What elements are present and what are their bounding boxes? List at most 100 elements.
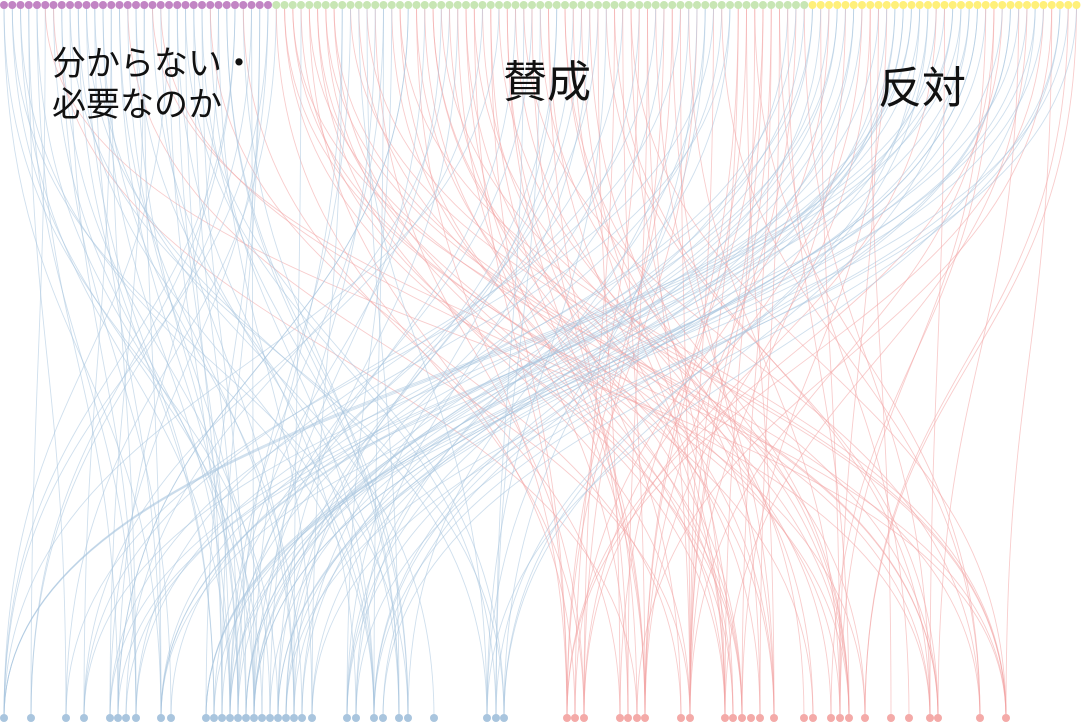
bottom-node-blue xyxy=(234,714,242,722)
bottom-node-red xyxy=(616,714,624,722)
top-node-agree xyxy=(363,1,371,9)
flow-link xyxy=(373,4,888,719)
top-node-agree xyxy=(742,1,751,9)
flow-link xyxy=(399,4,1007,719)
flow-link xyxy=(20,4,231,719)
bottom-node-red xyxy=(861,714,869,722)
top-node-unknown xyxy=(8,1,17,9)
flow-link xyxy=(583,4,937,719)
flow-link xyxy=(432,4,850,719)
top-node-unknown xyxy=(41,1,50,9)
flow-link xyxy=(399,4,726,719)
flow-link xyxy=(346,4,393,719)
top-node-unknown xyxy=(148,1,157,9)
flow-link xyxy=(77,4,375,719)
flow-link xyxy=(277,4,459,719)
bottom-node-blue xyxy=(395,714,403,722)
bottom-node-blue xyxy=(404,714,412,722)
top-node-agree xyxy=(668,1,677,9)
bottom-node-blue xyxy=(266,714,274,722)
flow-link xyxy=(416,4,568,719)
flow-link xyxy=(127,4,255,719)
flow-link xyxy=(285,4,896,719)
top-node-agree xyxy=(709,1,718,9)
top-node-agree xyxy=(272,1,281,9)
flow-link xyxy=(486,4,706,719)
bottom-node-blue xyxy=(258,714,266,722)
flow-link xyxy=(317,4,814,719)
top-node-agree xyxy=(404,1,413,9)
flow-link xyxy=(503,4,962,719)
bottom-node-red xyxy=(926,714,934,722)
bottom-node-blue xyxy=(167,714,175,722)
flow-link xyxy=(229,4,937,719)
top-node-oppose xyxy=(957,1,965,9)
top-node-oppose xyxy=(882,1,891,9)
flow-link xyxy=(759,4,780,719)
bottom-node-blue xyxy=(114,714,122,722)
top-node-agree xyxy=(437,1,446,9)
top-node-unknown xyxy=(123,1,132,9)
flow-link xyxy=(3,4,170,719)
top-node-unknown xyxy=(156,1,165,9)
flow-link xyxy=(86,4,215,719)
flow-link xyxy=(193,4,239,719)
flow-link xyxy=(205,4,1044,719)
top-node-oppose xyxy=(973,1,982,9)
bottom-node-blue xyxy=(80,714,88,722)
flow-link xyxy=(325,4,734,719)
bottom-node-red xyxy=(934,714,942,722)
flow-link xyxy=(614,4,931,719)
top-node-unknown xyxy=(0,1,8,9)
top-node-unknown xyxy=(264,1,272,9)
top-node-unknown xyxy=(222,1,231,9)
top-node-agree xyxy=(684,1,693,9)
top-node-agree xyxy=(544,1,553,9)
top-node-unknown xyxy=(198,1,206,9)
bottom-node-blue xyxy=(210,714,218,722)
flow-link xyxy=(44,4,1007,719)
top-node-agree xyxy=(643,1,652,9)
flow-link xyxy=(65,4,277,719)
flow-link xyxy=(185,4,497,719)
top-node-unknown xyxy=(66,1,74,9)
top-node-agree xyxy=(396,1,404,9)
flow-link xyxy=(221,4,723,719)
flow-link xyxy=(741,4,772,719)
top-node-oppose xyxy=(924,1,932,9)
flow-link xyxy=(117,4,1020,719)
bottom-node-blue xyxy=(370,714,378,722)
flow-link xyxy=(440,4,939,719)
top-node-agree xyxy=(594,1,602,9)
bottom-node-red xyxy=(571,714,579,722)
flow-link xyxy=(285,4,1077,719)
flow-link xyxy=(83,4,912,719)
flow-link xyxy=(28,4,67,719)
top-node-agree xyxy=(495,1,503,9)
flow-link xyxy=(109,4,970,719)
flow-link xyxy=(407,4,690,719)
flow-link xyxy=(253,4,846,719)
flow-link xyxy=(160,4,1036,719)
top-node-unknown xyxy=(33,1,41,9)
bottom-node-red xyxy=(633,714,641,722)
top-node-agree xyxy=(561,1,569,9)
flow-link xyxy=(566,4,1044,719)
bottom-node-blue xyxy=(379,714,387,722)
flow-link xyxy=(30,4,236,719)
flow-link xyxy=(245,4,904,719)
top-node-agree xyxy=(569,1,578,9)
bottom-node-red xyxy=(756,714,764,722)
flow-link xyxy=(503,4,698,719)
top-node-unknown xyxy=(206,1,215,9)
top-node-unknown xyxy=(140,1,149,9)
top-node-agree xyxy=(528,1,536,9)
bottom-node-blue xyxy=(0,714,8,722)
flow-link xyxy=(301,4,665,719)
flow-link xyxy=(83,4,483,719)
flow-link xyxy=(109,4,269,719)
top-node-unknown xyxy=(231,1,239,9)
top-node-oppose xyxy=(825,1,833,9)
top-node-oppose xyxy=(915,1,924,9)
flow-link xyxy=(465,4,646,719)
